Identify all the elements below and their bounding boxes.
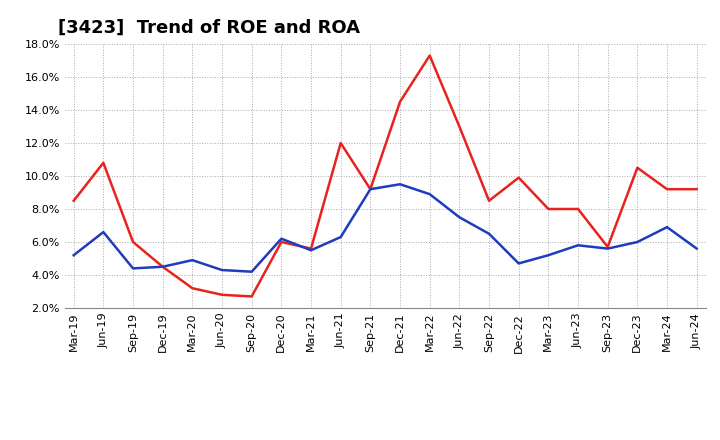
- ROA: [544, 253, 553, 258]
- ROA: [633, 239, 642, 245]
- ROA: [514, 261, 523, 266]
- ROE: [69, 198, 78, 203]
- ROE: [336, 140, 345, 146]
- ROE: [188, 286, 197, 291]
- ROE: [662, 187, 671, 192]
- ROE: [307, 246, 315, 251]
- ROE: [129, 239, 138, 245]
- ROA: [277, 236, 286, 241]
- ROE: [574, 206, 582, 212]
- ROA: [574, 243, 582, 248]
- ROA: [248, 269, 256, 275]
- ROE: [426, 53, 434, 58]
- ROE: [99, 160, 108, 165]
- ROE: [485, 198, 493, 203]
- ROA: [396, 182, 405, 187]
- ROE: [217, 292, 226, 297]
- ROA: [662, 224, 671, 230]
- ROA: [307, 248, 315, 253]
- ROE: [455, 124, 464, 129]
- Line: ROE: ROE: [73, 55, 697, 297]
- ROA: [217, 268, 226, 273]
- ROA: [129, 266, 138, 271]
- ROA: [366, 187, 374, 192]
- ROE: [544, 206, 553, 212]
- ROE: [248, 294, 256, 299]
- ROA: [188, 257, 197, 263]
- Text: [3423]  Trend of ROE and ROA: [3423] Trend of ROE and ROA: [58, 19, 361, 37]
- ROA: [693, 246, 701, 251]
- ROE: [396, 99, 405, 104]
- ROE: [158, 264, 167, 269]
- ROE: [366, 187, 374, 192]
- ROA: [426, 191, 434, 197]
- ROE: [633, 165, 642, 170]
- ROA: [158, 264, 167, 269]
- ROA: [485, 231, 493, 236]
- ROA: [69, 253, 78, 258]
- ROE: [603, 244, 612, 249]
- ROA: [603, 246, 612, 251]
- Line: ROA: ROA: [73, 184, 697, 271]
- ROE: [693, 187, 701, 192]
- ROA: [99, 230, 108, 235]
- ROE: [514, 175, 523, 180]
- ROA: [336, 235, 345, 240]
- ROE: [277, 239, 286, 245]
- ROA: [455, 215, 464, 220]
